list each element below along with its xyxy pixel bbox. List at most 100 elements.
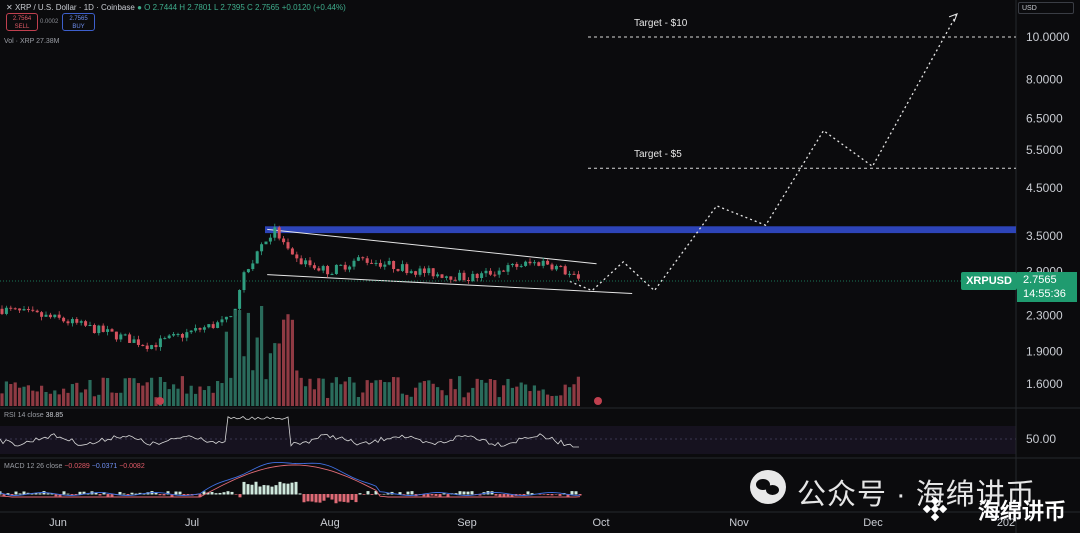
candle-body [242,272,246,291]
volume-bar [158,377,162,406]
macd-histogram-bar [102,492,106,495]
volume-bar [502,385,506,406]
channel-lower-line [267,274,633,295]
volume-bar [418,382,422,406]
macd-histogram-bar [458,491,462,495]
volume-bar [480,379,484,406]
symbol-header[interactable]: ✕ XRP / U.S. Dollar · 1D · Coinbase ● O … [6,3,346,12]
macd-histogram-bar [358,493,362,495]
candle-body [273,227,277,238]
sell-button[interactable]: 2.7564 SELL [6,13,38,31]
volume-bar [383,382,387,406]
volume-bar [453,389,457,406]
buy-button[interactable]: 2.7565 BUY [62,13,95,31]
candle-body [431,268,435,277]
candle-body [92,324,96,334]
rsi-band [0,426,1016,454]
volume-bar [40,385,44,406]
candle-body [268,237,272,242]
candle-body [119,334,123,340]
candle-body [519,265,523,267]
macd-histogram-bar [6,493,10,495]
macd-histogram-bar [350,494,354,500]
macd-histogram-bar [454,493,458,495]
macd-histogram-bar [338,494,342,502]
candle-body [480,273,484,279]
volume-bar [251,370,255,406]
macd-histogram-bar [282,483,286,495]
macd-histogram-bar [470,491,474,495]
volume-bar [554,395,558,406]
macd-histogram-bar [178,491,182,495]
macd-histogram-bar [198,494,202,498]
candle-body [255,251,259,264]
macd-histogram-bar [570,491,574,495]
volume-bar [550,395,554,406]
macd-histogram-bar [406,491,410,495]
candle-body [510,263,514,266]
macd-histogram-bar [398,492,402,495]
volume-bar [176,388,180,406]
volume-bar [484,382,488,406]
macd-histogram-bar [138,492,142,495]
binance-logo-icon [922,496,948,522]
candle-body [304,260,308,265]
macd-histogram-bar [526,491,530,495]
volume-bar [229,377,233,406]
macd-histogram-bar [310,494,314,502]
candle-body [453,279,457,281]
volume-bar [546,394,550,406]
candle-body [405,264,409,274]
volume-bar [308,378,312,406]
candle-body [31,309,35,311]
volume-bar [370,382,374,406]
volume-bar [326,397,330,406]
volume-bar [70,384,74,406]
candle-body [532,262,536,264]
volume-bar [35,391,39,406]
volume-bar [427,380,431,406]
volume-bar [13,382,17,406]
macd-histogram-bar [578,494,582,496]
macd-histogram-bar [386,493,390,495]
macd-histogram-bar [202,491,206,495]
volume-bar [145,382,149,406]
volume-bar [211,392,215,406]
macd-histogram-bar [186,494,190,496]
x-tick-label: Nov [729,517,749,529]
close-icon[interactable]: ✕ [6,3,15,12]
volume-bar [405,394,409,406]
macd-histogram-bar [542,494,546,495]
macd-histogram-bar [238,494,242,498]
volume-bar [57,394,61,406]
macd-histogram-bar [382,493,386,495]
target-label: Target - $5 [634,149,682,160]
macd-histogram-bar [462,491,466,495]
candle-body [502,270,506,272]
macd-histogram-bar [262,485,266,495]
candle-body [444,276,448,278]
currency-select[interactable]: USD [1018,2,1074,14]
volume-bar [378,379,382,406]
y-tick-label: 5.5000 [1026,143,1063,157]
volume-bar [255,337,259,406]
candle-body [308,260,312,266]
macd-histogram-bar [494,494,498,496]
candle-body [211,324,215,328]
candle-body [427,268,431,274]
macd-histogram-bar [46,493,50,495]
volume-bar [449,378,453,406]
macd-histogram-bar [214,493,218,495]
macd-histogram-bar [478,494,482,496]
candle-body [145,345,149,349]
candle-body [163,338,167,340]
macd-histogram-bar [274,485,278,495]
candle-body [290,248,294,255]
candle-body [370,262,374,264]
volume-bar [277,343,281,406]
volume-bar [506,378,510,406]
candle-body [44,314,48,317]
volume-bar [246,312,250,406]
